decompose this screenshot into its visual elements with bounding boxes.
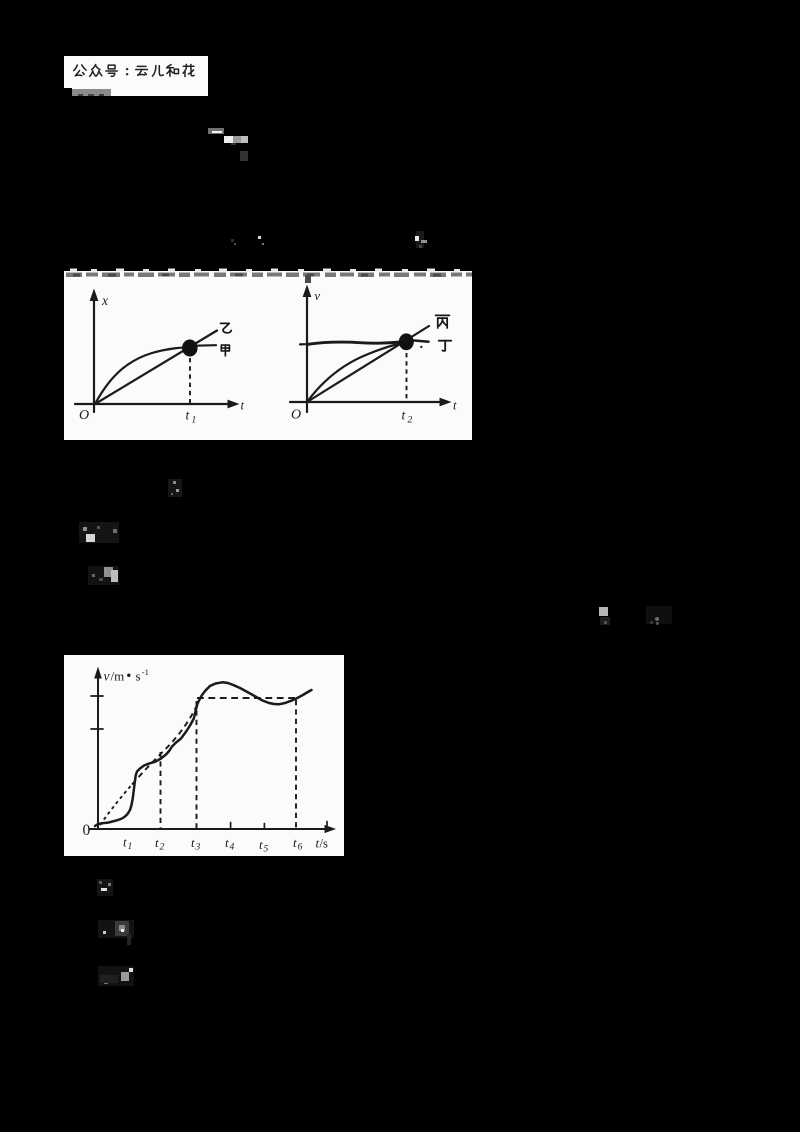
svg-text:t: t [123,835,127,850]
svg-text:3: 3 [195,843,201,853]
svg-text:s: s [136,669,141,684]
svg-text:0: 0 [83,822,91,839]
svg-text:t: t [402,408,407,423]
svg-text:1: 1 [192,416,197,426]
svg-text:-1: -1 [142,667,149,677]
svg-text:t: t [293,835,297,850]
svg-text:2: 2 [160,843,165,853]
svg-text:t: t [316,836,320,851]
svg-text:/s: /s [320,837,328,851]
svg-text:v: v [315,289,321,303]
svg-text:t: t [225,835,229,850]
svg-text:t: t [259,837,263,852]
svg-text:4: 4 [230,843,235,853]
svg-text:x: x [101,293,108,308]
svg-text:O: O [291,408,301,423]
svg-text:2: 2 [408,416,413,426]
svg-text:t: t [191,835,195,850]
svg-text:5: 5 [264,845,269,855]
svg-text:t: t [186,408,191,423]
svg-text:t: t [453,399,457,413]
svg-text:t: t [241,399,245,413]
svg-text:•: • [127,668,132,683]
svg-text:v: v [104,669,110,684]
svg-text:1: 1 [128,842,133,852]
svg-text:O: O [79,408,89,423]
svg-text:6: 6 [298,843,303,853]
svg-text:/m: /m [111,669,125,684]
svg-text:t: t [155,835,159,850]
